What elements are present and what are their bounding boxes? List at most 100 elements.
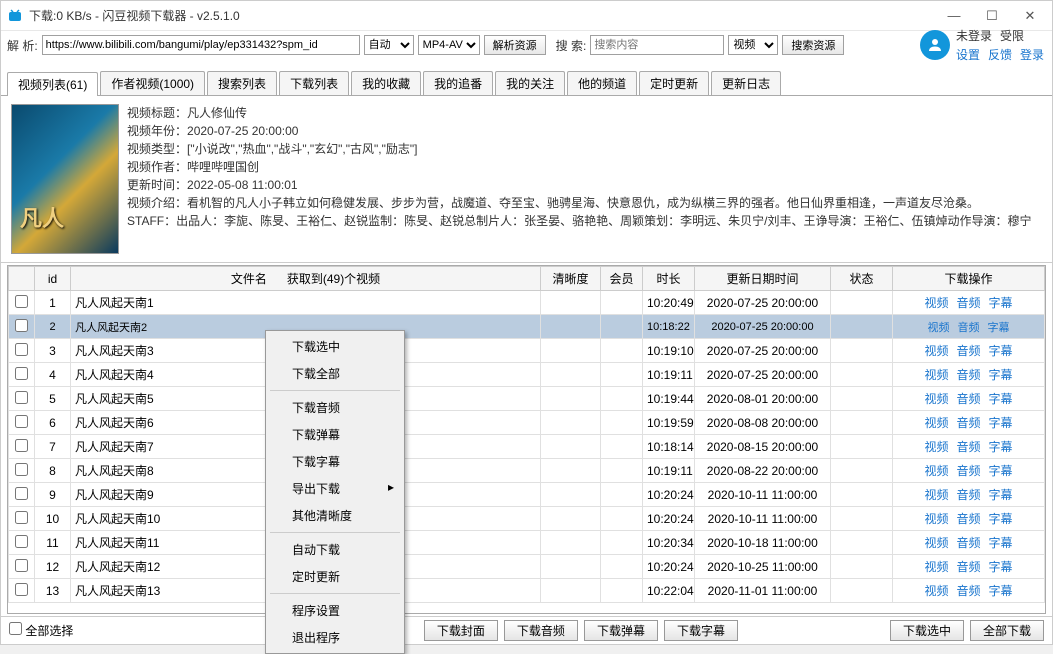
dl-sub-link[interactable]: 字幕	[989, 368, 1013, 382]
tab-2[interactable]: 搜索列表	[207, 71, 277, 95]
dl-video-link[interactable]: 视频	[924, 584, 948, 598]
dl-sub-link[interactable]: 字幕	[989, 560, 1013, 574]
dl-sub-link[interactable]: 字幕	[989, 512, 1013, 526]
tab-7[interactable]: 他的频道	[567, 71, 637, 95]
tab-8[interactable]: 定时更新	[639, 71, 709, 95]
menu-item[interactable]: 自动下载	[268, 536, 402, 563]
search-input[interactable]	[590, 35, 724, 55]
tab-4[interactable]: 我的收藏	[351, 71, 421, 95]
dl-audio-link[interactable]: 音频	[956, 416, 980, 430]
dl-audio-link[interactable]: 音频	[956, 464, 980, 478]
row-checkbox[interactable]	[15, 535, 28, 548]
dl-audio-link[interactable]: 音频	[956, 296, 980, 310]
menu-item[interactable]: 下载选中	[268, 333, 402, 360]
tab-0[interactable]: 视频列表(61)	[7, 72, 98, 96]
dl-sub-button[interactable]: 下载字幕	[664, 620, 738, 641]
table-row[interactable]: 13 凡人风起天南13 10:22:04 2020-11-01 11:00:00…	[9, 579, 1045, 603]
dl-sub-link[interactable]: 字幕	[988, 322, 1010, 334]
menu-item[interactable]: 下载字幕	[268, 448, 402, 475]
menu-item[interactable]: 程序设置	[268, 597, 402, 624]
col-date[interactable]: 更新日期时间	[695, 267, 831, 291]
col-name[interactable]: 文件名 获取到(49)个视频	[71, 267, 541, 291]
col-checkbox[interactable]	[9, 267, 35, 291]
table-row[interactable]: 7 凡人风起天南7 10:18:14 2020-08-15 20:00:00 视…	[9, 435, 1045, 459]
settings-link[interactable]: 设置	[956, 46, 980, 63]
dl-video-link[interactable]: 视频	[924, 344, 948, 358]
row-checkbox[interactable]	[15, 367, 28, 380]
format-select[interactable]: MP4-AVC	[418, 35, 480, 55]
dl-sub-link[interactable]: 字幕	[989, 392, 1013, 406]
col-ops[interactable]: 下载操作	[893, 267, 1045, 291]
dl-video-link[interactable]: 视频	[924, 464, 948, 478]
table-row[interactable]: 12 凡人风起天南12 10:20:24 2020-10-25 11:00:00…	[9, 555, 1045, 579]
row-checkbox[interactable]	[15, 487, 28, 500]
dl-cover-button[interactable]: 下载封面	[424, 620, 498, 641]
table-row[interactable]: 5 凡人风起天南5 10:19:44 2020-08-01 20:00:00 视…	[9, 387, 1045, 411]
dl-video-link[interactable]: 视频	[924, 512, 948, 526]
auto-select[interactable]: 自动	[364, 35, 414, 55]
row-checkbox[interactable]	[15, 415, 28, 428]
row-checkbox[interactable]	[15, 343, 28, 356]
dl-sub-link[interactable]: 字幕	[989, 536, 1013, 550]
tab-6[interactable]: 我的关注	[495, 71, 565, 95]
menu-item[interactable]: 下载弹幕	[268, 421, 402, 448]
row-checkbox[interactable]	[15, 319, 28, 332]
menu-item[interactable]: 下载音频	[268, 394, 402, 421]
tab-1[interactable]: 作者视频(1000)	[100, 71, 205, 95]
dl-video-link[interactable]: 视频	[924, 536, 948, 550]
menu-item[interactable]: 导出下载▸	[268, 475, 402, 502]
table-row[interactable]: 8 凡人风起天南8 10:19:11 2020-08-22 20:00:00 视…	[9, 459, 1045, 483]
dl-video-link[interactable]: 视频	[924, 416, 948, 430]
col-quality[interactable]: 清晰度	[541, 267, 601, 291]
menu-item[interactable]: 下载全部	[268, 360, 402, 387]
table-row[interactable]: 2 凡人风起天南2 10:18:22 2020-07-25 20:00:00 视…	[9, 315, 1045, 339]
login-link[interactable]: 登录	[1020, 46, 1044, 63]
dl-video-link[interactable]: 视频	[924, 392, 948, 406]
dl-video-link[interactable]: 视频	[928, 322, 950, 334]
table-row[interactable]: 6 凡人风起天南6 10:19:59 2020-08-08 20:00:00 视…	[9, 411, 1045, 435]
dl-sub-link[interactable]: 字幕	[989, 464, 1013, 478]
dl-audio-link[interactable]: 音频	[956, 488, 980, 502]
dl-sub-link[interactable]: 字幕	[989, 440, 1013, 454]
dl-audio-link[interactable]: 音频	[956, 392, 980, 406]
dl-audio-link[interactable]: 音频	[956, 512, 980, 526]
menu-item[interactable]: 定时更新	[268, 563, 402, 590]
col-id[interactable]: id	[35, 267, 71, 291]
dl-sub-link[interactable]: 字幕	[989, 416, 1013, 430]
table-row[interactable]: 11 凡人风起天南11 10:20:34 2020-10-18 11:00:00…	[9, 531, 1045, 555]
dl-video-link[interactable]: 视频	[924, 440, 948, 454]
dl-sub-link[interactable]: 字幕	[989, 488, 1013, 502]
minimize-button[interactable]: —	[946, 8, 962, 24]
tab-5[interactable]: 我的追番	[423, 71, 493, 95]
table-row[interactable]: 1 凡人风起天南1 10:20:49 2020-07-25 20:00:00 视…	[9, 291, 1045, 315]
search-button[interactable]: 搜索资源	[782, 35, 844, 55]
tab-3[interactable]: 下载列表	[279, 71, 349, 95]
menu-item[interactable]: 其他清晰度	[268, 502, 402, 529]
table-row[interactable]: 4 凡人风起天南4 10:19:11 2020-07-25 20:00:00 视…	[9, 363, 1045, 387]
dl-sub-link[interactable]: 字幕	[989, 296, 1013, 310]
dl-audio-link[interactable]: 音频	[956, 584, 980, 598]
dl-audio-link[interactable]: 音频	[956, 536, 980, 550]
dl-audio-link[interactable]: 音频	[958, 322, 980, 334]
dl-danmu-button[interactable]: 下载弹幕	[584, 620, 658, 641]
row-checkbox[interactable]	[15, 463, 28, 476]
dl-audio-link[interactable]: 音频	[956, 440, 980, 454]
url-input[interactable]	[42, 35, 360, 55]
select-all-checkbox[interactable]: 全部选择	[9, 622, 73, 639]
dl-video-link[interactable]: 视频	[924, 560, 948, 574]
row-checkbox[interactable]	[15, 295, 28, 308]
menu-item[interactable]: 退出程序	[268, 624, 402, 651]
row-checkbox[interactable]	[15, 583, 28, 596]
col-vip[interactable]: 会员	[601, 267, 643, 291]
row-checkbox[interactable]	[15, 559, 28, 572]
dl-all-button[interactable]: 全部下载	[970, 620, 1044, 641]
table-row[interactable]: 10 凡人风起天南10 10:20:24 2020-10-11 11:00:00…	[9, 507, 1045, 531]
dl-video-link[interactable]: 视频	[924, 296, 948, 310]
close-button[interactable]: ✕	[1022, 8, 1038, 24]
col-status[interactable]: 状态	[831, 267, 893, 291]
tab-9[interactable]: 更新日志	[711, 71, 781, 95]
avatar-icon[interactable]	[920, 30, 950, 60]
row-checkbox[interactable]	[15, 511, 28, 524]
search-type-select[interactable]: 视频	[728, 35, 778, 55]
parse-button[interactable]: 解析资源	[484, 35, 546, 55]
